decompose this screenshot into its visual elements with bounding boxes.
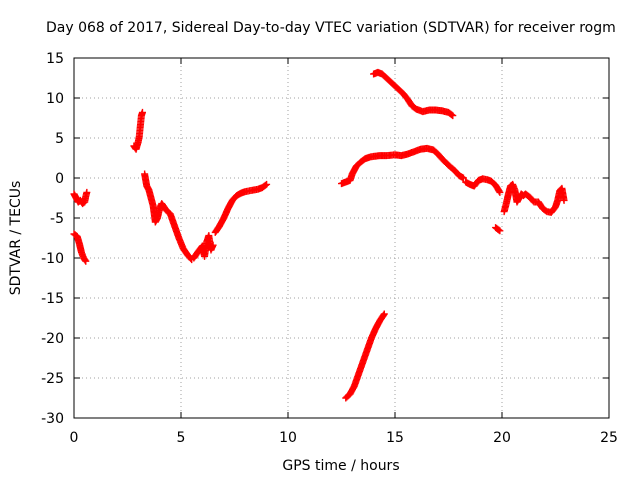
data-point <box>560 196 568 204</box>
x-tick-label: 10 <box>279 430 297 446</box>
data-point <box>263 180 271 188</box>
data-point <box>459 174 467 182</box>
x-tick-label: 20 <box>493 430 511 446</box>
data-point <box>83 188 91 196</box>
y-tick-label: -5 <box>50 211 64 227</box>
chart-title: Day 068 of 2017, Sidereal Day-to-day VTE… <box>46 20 616 36</box>
data-point <box>81 256 89 264</box>
data-point <box>209 241 217 249</box>
plot-frame <box>73 57 610 419</box>
tick-labels: 0 5 10 15 20 25 -30 -25 -20 -15 -10 -5 0 5 10 15 <box>41 51 618 446</box>
data-points <box>70 68 568 402</box>
data-point <box>138 108 146 116</box>
x-tick-label: 0 <box>70 430 79 446</box>
y-tick-label: -30 <box>41 411 64 427</box>
data-point <box>82 257 90 265</box>
ticks <box>73 57 610 419</box>
y-tick-label: 10 <box>46 91 64 107</box>
data-point <box>495 187 503 195</box>
y-tick-label: -20 <box>41 331 64 347</box>
data-point <box>380 310 388 318</box>
y-tick-label: 15 <box>46 51 64 67</box>
data-point <box>496 188 504 196</box>
y-tick-label: -10 <box>41 251 64 267</box>
data-point <box>262 181 270 189</box>
y-tick-label: 5 <box>55 131 64 147</box>
x-tick-label: 25 <box>600 430 618 446</box>
x-tick-label: 15 <box>386 430 404 446</box>
data-point <box>448 111 456 119</box>
data-point <box>449 112 457 120</box>
y-tick-label: 0 <box>55 171 64 187</box>
x-axis-label: GPS time / hours <box>282 458 399 474</box>
data-point <box>380 311 388 319</box>
y-tick-label: -15 <box>41 291 64 307</box>
data-point <box>495 226 503 234</box>
y-tick-label: -25 <box>41 371 64 387</box>
data-point <box>496 227 504 235</box>
grid <box>74 58 609 418</box>
x-tick-label: 5 <box>177 430 186 446</box>
y-axis-label: SDTVAR / TECUs <box>8 181 24 296</box>
